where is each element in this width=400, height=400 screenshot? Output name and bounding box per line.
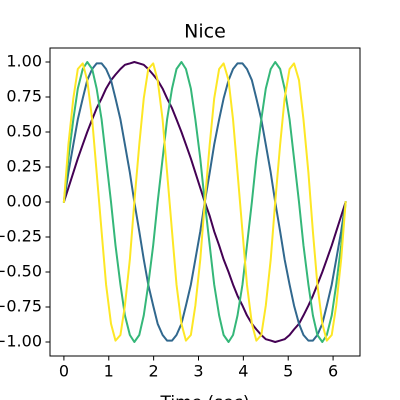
x-tick-label: 0 xyxy=(59,362,69,381)
x-tick-label: 6 xyxy=(328,362,338,381)
y-tick-label: 0.75 xyxy=(6,87,42,106)
series-line xyxy=(62,62,347,342)
x-tick-label: 4 xyxy=(238,362,248,381)
y-tick-label: 0.25 xyxy=(6,157,42,176)
y-tick-label: −0.50 xyxy=(0,262,42,281)
x-axis-label: Time (sec) xyxy=(160,393,250,400)
y-tick-label: −0.75 xyxy=(0,297,42,316)
x-tick-label: 3 xyxy=(193,362,203,381)
plot-frame xyxy=(49,47,361,357)
x-tick-label: 1 xyxy=(104,362,114,381)
y-tick-label: 1.00 xyxy=(6,52,42,71)
y-tick-label: −1.00 xyxy=(0,332,42,351)
x-tick-label: 2 xyxy=(149,362,159,381)
y-tick-label: 0.50 xyxy=(6,122,42,141)
y-tick-label: 0.00 xyxy=(6,192,42,211)
chart-title: Nice xyxy=(184,21,226,43)
x-tick-label: 5 xyxy=(283,362,293,381)
y-tick-label: −0.25 xyxy=(0,227,42,246)
